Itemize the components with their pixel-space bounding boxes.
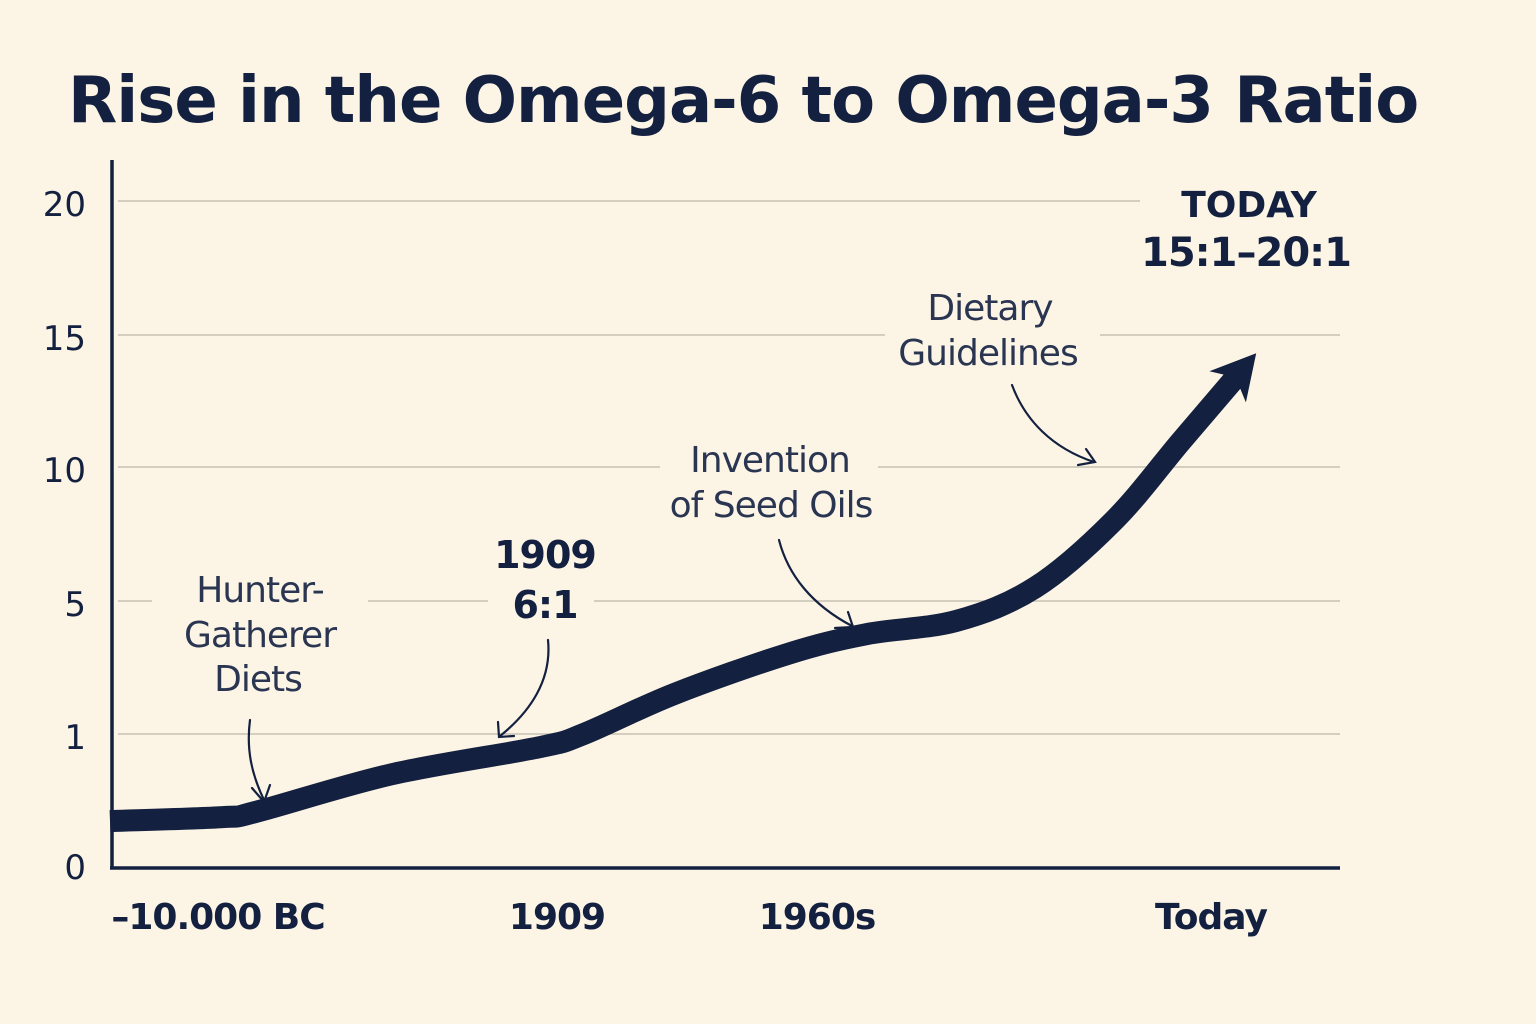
annotation-arrow [247, 718, 266, 802]
series-line [109, 367, 1247, 833]
annotation-dietary-guidelines: Dietary Guidelines [898, 288, 1097, 467]
x-tick-labels: –10.000 BC 1909 1960s Today [111, 897, 1268, 938]
annotation-line: 1909 [494, 533, 596, 577]
annotation-line: Dietary [927, 288, 1053, 329]
annotation-arrow [1010, 383, 1096, 464]
x-tick-label: 1960s [759, 897, 876, 938]
today-label: TODAY [1181, 185, 1317, 226]
y-tick-label: 0 [64, 848, 86, 888]
gridlines [118, 200, 1340, 735]
annotation-arrow [777, 538, 854, 628]
annotation-line: 6:1 [512, 583, 577, 627]
annotation-arrowhead [833, 610, 855, 630]
series-arrowhead [1209, 353, 1257, 403]
annotation-today: TODAY 15:1–20:1 [1141, 185, 1352, 276]
annotation-line: of Seed Oils [670, 485, 873, 526]
y-tick-label: 15 [43, 319, 86, 359]
annotation-line: Gatherer [184, 615, 337, 656]
annotation-line: Guidelines [898, 333, 1077, 374]
annotation-arrowhead [496, 720, 516, 739]
annotation-line: Hunter- [196, 570, 323, 611]
y-tick-labels: 20 15 10 5 1 0 [43, 185, 86, 888]
today-ratio-value: 15:1–20:1 [1141, 230, 1351, 276]
annotation-line: Diets [214, 659, 302, 700]
x-tick-label: –10.000 BC [111, 897, 324, 938]
y-tick-label: 1 [64, 718, 86, 758]
annotation-line: Invention [690, 440, 850, 481]
series [109, 353, 1257, 833]
y-tick-label: 10 [43, 451, 86, 491]
annotation-hunter-gatherer: Hunter- Gatherer Diets [184, 570, 338, 805]
axes [110, 160, 1340, 870]
annotation-1909: 1909 6:1 [494, 533, 597, 739]
chart-title: Rise in the Omega-6 to Omega-3 Ratio [68, 64, 1418, 138]
annotation-arrowhead [250, 783, 272, 805]
annotations: Hunter- Gatherer Diets 1909 6:1 Inventio… [184, 185, 1352, 805]
annotation-seed-oils: Invention of Seed Oils [670, 440, 873, 630]
annotation-arrowhead [1076, 447, 1097, 467]
x-tick-label: Today [1155, 897, 1267, 938]
annotation-arrow [498, 638, 550, 738]
y-tick-label: 20 [43, 185, 86, 225]
y-tick-label: 5 [64, 585, 86, 625]
x-tick-label: 1909 [509, 897, 605, 938]
